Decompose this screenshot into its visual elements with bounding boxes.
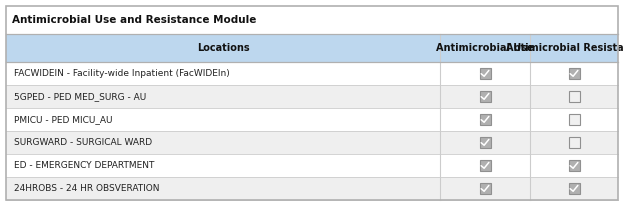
Bar bbox=[479, 183, 490, 194]
Bar bbox=[479, 160, 490, 171]
Text: Antimicrobial Use and Resistance Module: Antimicrobial Use and Resistance Module bbox=[12, 15, 256, 25]
Text: Antimicrobial Use: Antimicrobial Use bbox=[436, 43, 534, 53]
Bar bbox=[479, 68, 490, 79]
Text: 5GPED - PED MED_SURG - AU: 5GPED - PED MED_SURG - AU bbox=[14, 92, 146, 101]
Bar bbox=[479, 91, 490, 102]
Bar bbox=[6, 85, 618, 108]
Text: 24HROBS - 24 HR OBSVERATION: 24HROBS - 24 HR OBSVERATION bbox=[14, 184, 160, 193]
Bar bbox=[6, 154, 618, 177]
Bar bbox=[6, 177, 618, 200]
Text: FACWIDEIN - Facility-wide Inpatient (FacWIDEIn): FACWIDEIN - Facility-wide Inpatient (Fac… bbox=[14, 69, 230, 78]
Bar bbox=[568, 114, 580, 125]
Bar bbox=[6, 108, 618, 131]
Bar bbox=[6, 34, 618, 62]
Bar bbox=[6, 6, 618, 34]
Text: PMICU - PED MICU_AU: PMICU - PED MICU_AU bbox=[14, 115, 112, 124]
Bar bbox=[568, 183, 580, 194]
Bar bbox=[479, 137, 490, 148]
Bar bbox=[568, 68, 580, 79]
Bar bbox=[568, 160, 580, 171]
Bar bbox=[6, 62, 618, 85]
Text: SURGWARD - SURGICAL WARD: SURGWARD - SURGICAL WARD bbox=[14, 138, 152, 147]
Bar bbox=[479, 114, 490, 125]
Bar bbox=[568, 91, 580, 102]
Text: ED - EMERGENCY DEPARTMENT: ED - EMERGENCY DEPARTMENT bbox=[14, 161, 154, 170]
Bar bbox=[6, 131, 618, 154]
Bar bbox=[568, 137, 580, 148]
Text: Locations: Locations bbox=[197, 43, 250, 53]
Text: Antimicrobial Resistance: Antimicrobial Resistance bbox=[505, 43, 624, 53]
